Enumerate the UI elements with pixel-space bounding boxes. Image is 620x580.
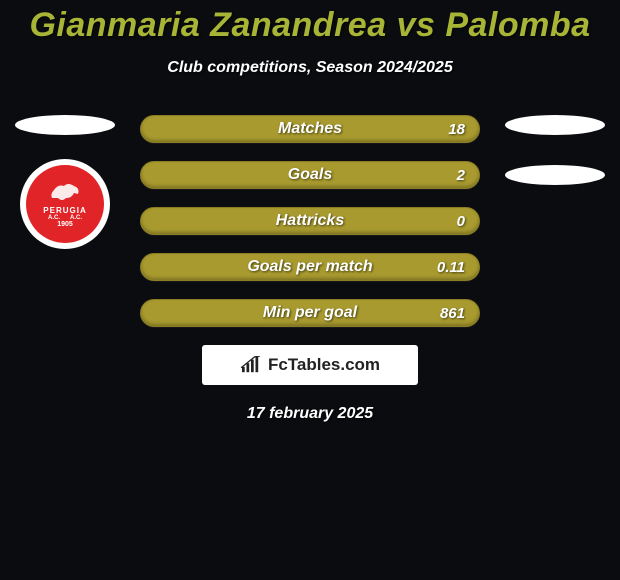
club-year: 1905 [57, 221, 73, 228]
stat-value: 0 [457, 213, 465, 230]
content-container: Gianmaria Zanandrea vs Palomba Club comp… [0, 0, 620, 423]
bar-chart-icon [240, 356, 262, 374]
stat-label: Matches [278, 120, 342, 138]
stat-row-goals: Goals 2 [140, 161, 480, 189]
stat-label: Goals per match [247, 258, 372, 276]
stat-value: 18 [448, 121, 465, 138]
page-title: Gianmaria Zanandrea vs Palomba [0, 0, 620, 45]
left-column: PERUGIA A.C. A.C. 1905 [10, 115, 120, 249]
club-badge-inner: PERUGIA A.C. A.C. 1905 [26, 165, 104, 243]
main-area: PERUGIA A.C. A.C. 1905 Matches 18 Goals [0, 115, 620, 423]
subtitle: Club competitions, Season 2024/2025 [0, 59, 620, 77]
stat-row-matches: Matches 18 [140, 115, 480, 143]
stats-list: Matches 18 Goals 2 Hattricks 0 Goals per… [140, 115, 480, 327]
right-column [500, 115, 610, 185]
date-text: 17 february 2025 [0, 405, 620, 423]
stat-row-hattricks: Hattricks 0 [140, 207, 480, 235]
left-club-badge: PERUGIA A.C. A.C. 1905 [20, 159, 110, 249]
stat-label: Hattricks [276, 212, 344, 230]
stat-row-goals-per-match: Goals per match 0.11 [140, 253, 480, 281]
stat-label: Goals [288, 166, 332, 184]
stat-value: 2 [457, 167, 465, 184]
right-player-ellipse-1 [505, 115, 605, 135]
brand-badge[interactable]: FcTables.com [202, 345, 418, 385]
right-player-ellipse-2 [505, 165, 605, 185]
left-player-ellipse [15, 115, 115, 135]
brand-text: FcTables.com [268, 355, 380, 375]
stat-row-min-per-goal: Min per goal 861 [140, 299, 480, 327]
griffin-icon [48, 180, 82, 204]
stat-value: 861 [440, 305, 465, 322]
club-name: PERUGIA [43, 206, 86, 215]
stat-value: 0.11 [437, 259, 465, 276]
stat-label: Min per goal [263, 304, 357, 322]
